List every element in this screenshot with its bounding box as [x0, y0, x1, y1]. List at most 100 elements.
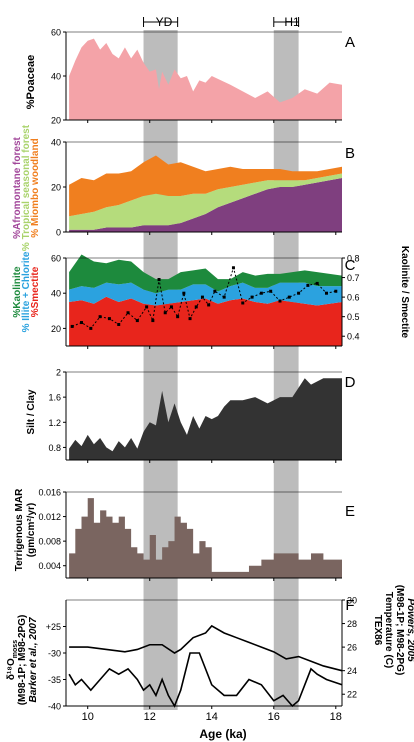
- area-b-1: [69, 173, 342, 230]
- ratio-point: [169, 305, 173, 309]
- panel-c-label-smectite: %Smectite: [30, 266, 41, 317]
- panel-letter-d: D: [345, 374, 356, 391]
- ratio-point: [135, 319, 139, 323]
- event-band-yd: [143, 30, 178, 710]
- panel-b-label-afromontane: %Afromontane forest: [12, 136, 23, 238]
- ratio-point: [126, 311, 130, 315]
- ratio-point: [200, 295, 204, 299]
- ratio-point: [315, 281, 319, 285]
- y-tick-label: 1.6: [48, 393, 61, 403]
- y-tick-label: -35: [48, 675, 61, 685]
- x-tick-label: 10: [82, 711, 94, 723]
- panel-f-ylabel-sub: moss: [12, 640, 19, 658]
- y-tick-label: 0: [56, 228, 61, 238]
- ratio-point: [269, 289, 273, 293]
- panel-c-label-kaolinite: %Kaolinite: [12, 266, 23, 318]
- area-poaceae: [69, 38, 342, 120]
- y2-tick-label: 0.8: [347, 254, 360, 264]
- y-tick-label: 60: [51, 254, 61, 264]
- panel-letter-f: F: [345, 597, 354, 614]
- line-kaolinite-smectite: [72, 265, 336, 330]
- panel-letter-c: C: [345, 257, 356, 274]
- ratio-point: [145, 305, 149, 309]
- text-layer: Age (ka) YD H1 %Poaceae %Afromontane for…: [6, 15, 414, 741]
- panel-f-ylabel-main: δ¹⁸O: [6, 658, 17, 680]
- y2-tick-label: 28: [347, 619, 357, 629]
- ratio-point: [176, 315, 180, 319]
- y-tick-label: 40: [51, 72, 61, 82]
- y-tick-label: 20: [51, 324, 61, 334]
- panel-c-right-label: Kaolinite / Smectite: [399, 246, 410, 339]
- ratio-point: [278, 299, 282, 303]
- event-label-yd: YD: [156, 15, 173, 29]
- x-axis-label: Age (ka): [199, 727, 246, 741]
- panel-letter-b: B: [345, 145, 355, 162]
- y-tick-label: 40: [51, 138, 61, 148]
- y2-tick-label: 26: [347, 643, 357, 653]
- y2-tick-label: 0.5: [347, 312, 360, 322]
- y-tick-label: 0.012: [38, 512, 61, 522]
- ratio-point: [324, 291, 328, 295]
- area-silt-clay: [69, 378, 342, 460]
- ratio-point: [117, 322, 121, 326]
- ratio-point: [70, 324, 74, 328]
- panel-letter-e: E: [345, 503, 355, 520]
- area-b-2: [69, 155, 342, 217]
- ratio-point: [107, 317, 111, 321]
- ratio-point: [297, 291, 301, 295]
- y-tick-label: 0.004: [38, 561, 61, 571]
- ratio-point: [163, 311, 167, 315]
- y-tick-label: 0.016: [38, 488, 61, 498]
- ratio-point: [334, 289, 338, 293]
- panel-c-label-illite: % Illite + Chlorite: [21, 251, 32, 332]
- x-tick-label: 12: [144, 711, 156, 723]
- area-c-2: [69, 254, 342, 294]
- ratio-point: [151, 319, 155, 323]
- area-b-0: [69, 178, 342, 232]
- panel-letter-a: A: [345, 34, 355, 51]
- ratio-point: [306, 283, 310, 287]
- x-tick-label: 16: [268, 711, 280, 723]
- ratio-point: [287, 295, 291, 299]
- y-tick-label: 0.008: [38, 537, 61, 547]
- event-band-h1: [273, 30, 299, 710]
- ratio-point: [207, 303, 211, 307]
- line-f-1: [69, 624, 343, 672]
- ratio-point: [80, 321, 84, 325]
- panel-e-ylabel-units: (gm/cm²/yr): [26, 503, 37, 557]
- y-tick-label: 1.2: [48, 418, 61, 428]
- panel-f-right-label-cores: (M98-1P; M98-2PG): [394, 585, 405, 676]
- y-tick-label: 20: [51, 116, 61, 126]
- y2-tick-label: 0.7: [347, 273, 360, 283]
- ratio-point: [188, 317, 192, 321]
- event-label-h1: H1: [284, 15, 300, 29]
- y-tick-label: -30: [48, 649, 61, 659]
- ratio-point: [222, 295, 226, 299]
- y2-tick-label: 22: [347, 690, 357, 700]
- panel-f-ylabel: δ¹⁸Omoss: [6, 640, 19, 680]
- x-tick-label: 18: [330, 711, 342, 723]
- panel-e-ylabel: Terrigenous MAR: [14, 488, 25, 571]
- panel-b-label-miombo: % Miombo woodland: [30, 138, 41, 237]
- y-tick-label: 40: [51, 289, 61, 299]
- panel-f-right-label-tex: TEX86: [372, 615, 383, 646]
- ratio-point: [194, 305, 198, 309]
- panel-a-ylabel: %Poaceae: [25, 55, 37, 109]
- line-f-0: [68, 652, 343, 708]
- y-tick-label: +25: [46, 622, 61, 632]
- y-tick-label: 0.8: [48, 443, 61, 453]
- event-bands: [143, 30, 299, 710]
- data-layer: [68, 38, 343, 708]
- panel-f-ylabel-citation: Barker et al., 2007: [28, 617, 39, 702]
- panel-b-label-tropical: % Tropical seasonal forest: [21, 124, 32, 251]
- ratio-point: [213, 289, 217, 293]
- x-tick-label: 14: [206, 711, 218, 723]
- area-c-1: [69, 282, 342, 306]
- ratio-point: [157, 278, 161, 282]
- area-terrigenous-mar: [69, 498, 342, 578]
- ratio-point: [241, 301, 245, 305]
- panel-f-ylabel-cores: (M98-1P; M98-2PG): [17, 615, 28, 706]
- axes-layer: 20 40 60 0 20 40 20 40 60 0.4 0.5 0.6 0.7 0.8 0.8 1.2 1.…: [38, 17, 360, 712]
- y-tick-label: 60: [51, 28, 61, 38]
